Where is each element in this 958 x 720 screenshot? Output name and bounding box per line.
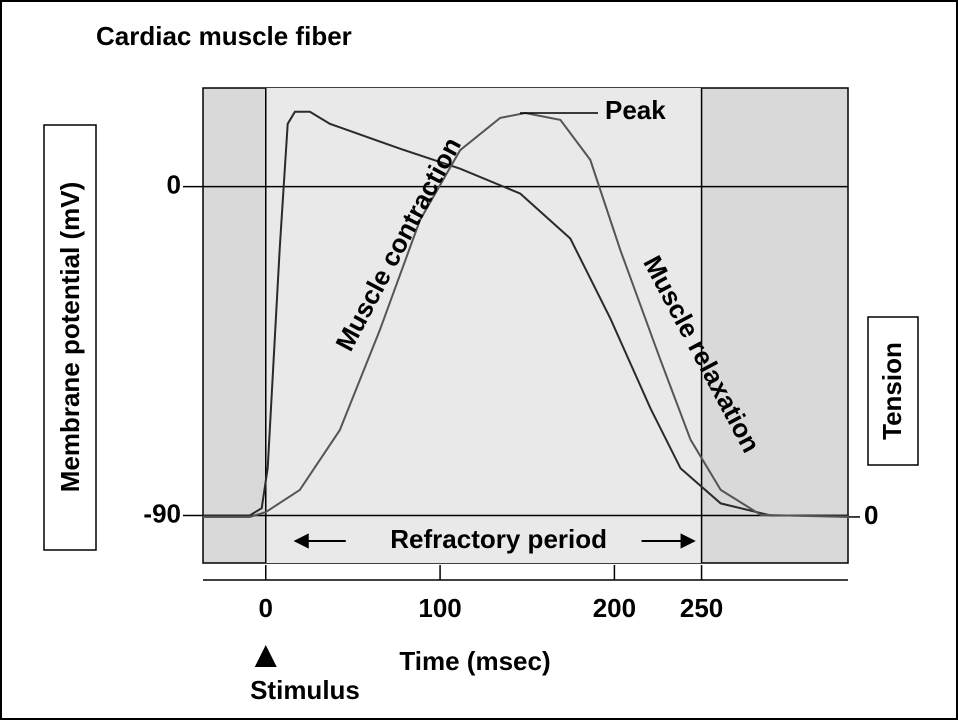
- y-label-box: [43, 124, 97, 551]
- x-tick-label: 100: [418, 593, 461, 623]
- annotation: Peak: [605, 95, 666, 125]
- arrow: [641, 533, 696, 549]
- y2-axis-label: Tension: [877, 342, 907, 440]
- chart-title: Cardiac muscle fiber: [96, 21, 352, 51]
- refractory-region: [265, 88, 702, 563]
- x-axis-label: Time (msec): [399, 646, 550, 676]
- y2-tick-label: 0: [864, 500, 878, 530]
- series-line: [203, 110, 849, 517]
- y-axis-label: Membrane potential (mV): [55, 182, 85, 493]
- y-tick-label: 0: [167, 170, 181, 200]
- x-tick-label: 0: [259, 593, 273, 623]
- x-tick-label: 200: [593, 593, 636, 623]
- annotation: Stimulus: [250, 675, 360, 705]
- series-line: [203, 111, 849, 518]
- y-tick-label: -90: [143, 498, 181, 528]
- annotation: Refractory period: [390, 524, 607, 554]
- stimulus-marker: [254, 645, 277, 667]
- arrow: [293, 533, 346, 549]
- x-tick-label: 250: [680, 593, 723, 623]
- y2-label-box: [867, 316, 919, 466]
